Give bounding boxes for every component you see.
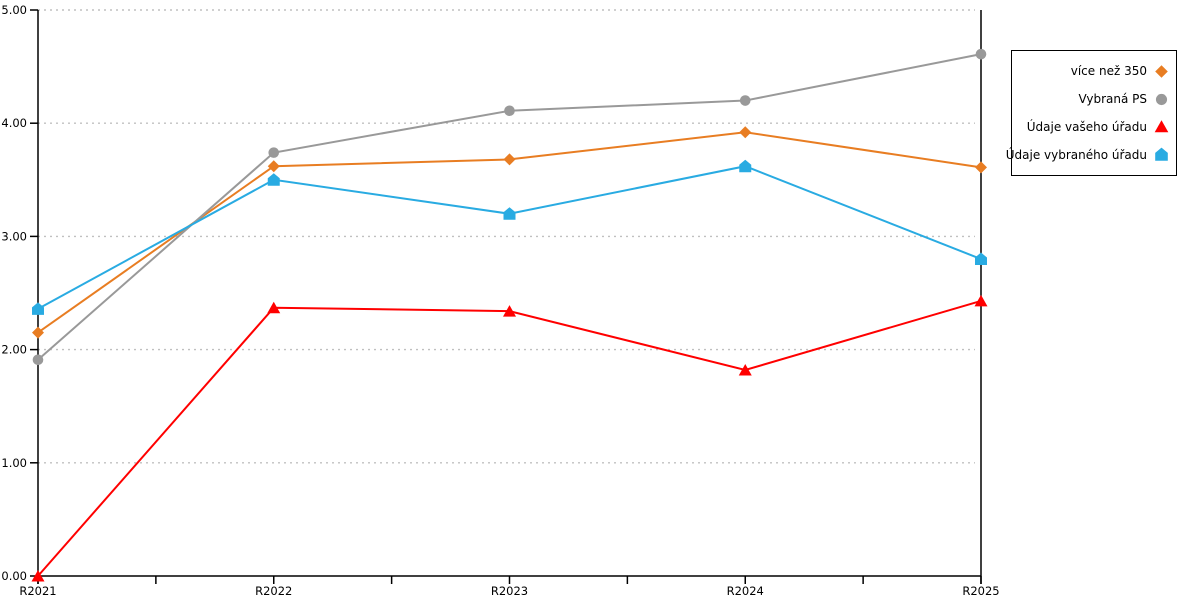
series-1 xyxy=(32,48,987,366)
legend-label: Vybraná PS xyxy=(1078,92,1147,107)
y-tick-label: 4.00 xyxy=(1,116,27,130)
triangle-icon xyxy=(1154,120,1169,133)
series-line xyxy=(37,299,982,577)
diamond-marker xyxy=(739,126,752,139)
y-tick-label: 0.00 xyxy=(1,569,27,583)
series-3 xyxy=(32,159,987,315)
x-tick-label: R2024 xyxy=(727,584,764,598)
triangle-marker xyxy=(267,301,281,314)
circle-icon xyxy=(1155,93,1168,105)
legend-label: více než 350 xyxy=(1070,64,1147,79)
series-line xyxy=(37,165,982,310)
x-tick-label: R2025 xyxy=(962,584,999,598)
legend-item: více než 350 xyxy=(1012,64,1176,79)
diamond-marker xyxy=(975,161,987,174)
y-tick-label: 3.00 xyxy=(1,229,27,243)
diamond-marker xyxy=(32,326,44,339)
diamond-marker xyxy=(503,153,516,166)
legend-label: Údaje vašeho úřadu xyxy=(1026,119,1147,134)
circle-marker xyxy=(504,105,515,117)
diamond-marker xyxy=(1155,64,1168,78)
pentagon-marker xyxy=(1155,147,1168,161)
circle-marker xyxy=(268,147,280,158)
series-2 xyxy=(31,294,988,582)
legend-item: Údaje vybraného úřadu xyxy=(1006,147,1176,162)
x-tick-label: R2021 xyxy=(19,584,56,598)
legend-item: Vybraná PS xyxy=(1012,92,1176,107)
y-tick-label: 1.00 xyxy=(1,456,27,470)
circle-marker xyxy=(32,354,44,366)
pentagon-icon xyxy=(1155,147,1168,161)
pentagon-marker xyxy=(32,302,44,315)
circle-marker xyxy=(975,48,987,60)
triangle-marker xyxy=(738,363,752,376)
circle-marker xyxy=(739,95,751,106)
circle-marker xyxy=(1155,93,1168,105)
legend-label: Údaje vybraného úřadu xyxy=(1005,147,1147,162)
y-tick-label: 2.00 xyxy=(1,343,27,357)
triangle-marker xyxy=(31,570,45,582)
triangle-marker xyxy=(974,294,988,307)
pentagon-marker xyxy=(975,252,987,266)
chart-legend: více než 350 Vybraná PS Údaje vašeho úřadu… xyxy=(1006,50,1177,176)
x-tick-label: R2023 xyxy=(491,584,528,598)
pentagon-marker xyxy=(503,207,516,220)
diamond-icon xyxy=(1155,64,1168,78)
triangle-marker xyxy=(503,305,516,317)
triangle-marker xyxy=(1154,120,1169,133)
y-tick-label: 5.00 xyxy=(1,3,27,17)
pentagon-marker xyxy=(739,159,752,173)
legend-item: Údaje vašeho úřadu xyxy=(1012,119,1176,134)
x-tick-label: R2022 xyxy=(255,584,292,598)
pentagon-marker xyxy=(267,173,280,186)
diamond-marker xyxy=(267,160,280,173)
